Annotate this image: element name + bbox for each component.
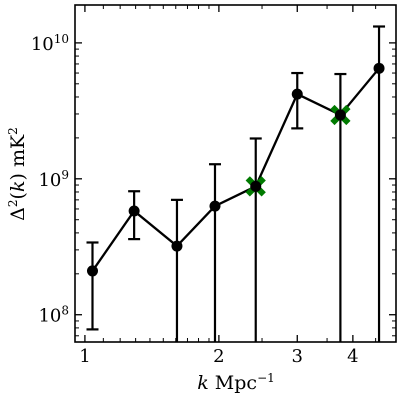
y-axis-label-delta: Δ xyxy=(7,207,29,221)
y-tick-label-base: 10 xyxy=(31,34,54,55)
data-point xyxy=(291,88,303,100)
data-point xyxy=(128,205,140,217)
y-tick-label: 109 xyxy=(38,168,69,191)
y-tick-label-base: 10 xyxy=(38,306,61,327)
data-point xyxy=(334,109,346,121)
y-axis-label-sup1: 2 xyxy=(6,199,20,207)
x-tick-label: 3 xyxy=(292,346,303,367)
x-tick-label: 2 xyxy=(213,346,224,367)
x-tick-label: 1 xyxy=(79,346,90,367)
data-point xyxy=(373,62,385,74)
x-axis-label-exponent: −1 xyxy=(257,371,275,385)
series-line xyxy=(91,67,380,272)
data-point xyxy=(250,180,262,192)
plot-frame xyxy=(74,4,397,343)
x-axis-label-base: Mpc xyxy=(209,372,257,394)
data-group xyxy=(86,25,386,342)
data-point xyxy=(171,240,183,252)
data-point xyxy=(86,265,98,277)
y-axis-label: Δ2(k) mK2 xyxy=(6,127,29,221)
data-point xyxy=(209,200,221,212)
y-tick-label: 1010 xyxy=(31,32,69,55)
y-axis-label-k: k xyxy=(7,181,29,193)
y-tick-label-exponent: 9 xyxy=(61,168,69,182)
y-axis-label-unit: ) mK xyxy=(7,134,29,180)
axis-labels: k Mpc−1 Δ2(k) mK2 xyxy=(6,127,275,394)
y-tick-label-exponent: 8 xyxy=(61,304,69,318)
y-tick-label: 108 xyxy=(38,304,69,327)
y-tick-label-exponent: 10 xyxy=(54,32,69,46)
y-tick-label-base: 10 xyxy=(38,170,61,191)
x-tick-label: 4 xyxy=(347,346,358,367)
y-axis-label-paren-open: ( xyxy=(7,192,29,199)
x-axis-label-k: k xyxy=(197,372,209,394)
plot-area xyxy=(86,25,386,342)
x-axis-label: k Mpc−1 xyxy=(197,371,275,394)
y-axis-label-sup2: 2 xyxy=(6,127,20,135)
